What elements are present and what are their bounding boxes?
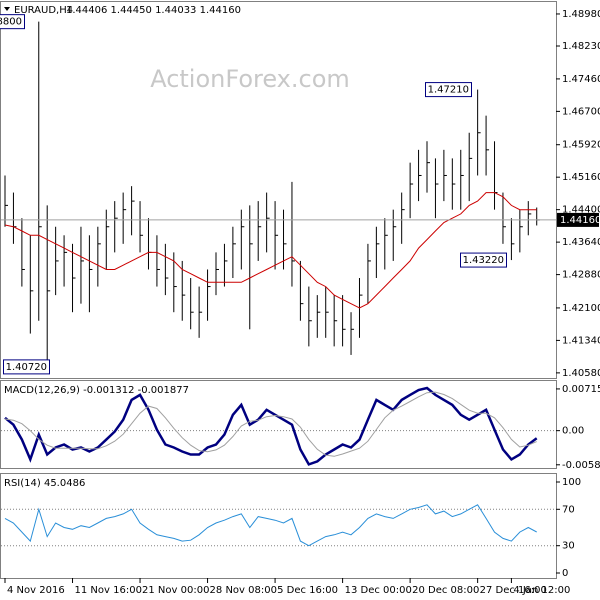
y-tick-label: 1.40580 <box>562 368 600 379</box>
y-tick-label: 0 <box>562 568 568 579</box>
indicator-line <box>4 504 537 547</box>
y-tick-label: 100 <box>562 477 581 488</box>
x-tick-label: 5 Dec 16:00 <box>277 585 338 596</box>
macd-panel <box>0 380 557 469</box>
y-tick-label: 0.00 <box>562 426 584 437</box>
x-tick-label: 4 Jan 12:00 <box>513 585 570 596</box>
y-tick-label: 1.42100 <box>562 303 600 314</box>
annotation-box <box>460 252 507 268</box>
x-tick-label: 27 Dec 16:00 <box>480 585 547 596</box>
panel-title: MACD(12,26,9) -0.001312 -0.001877 <box>4 385 189 396</box>
rsi-panel <box>0 473 557 579</box>
annotation-label: 1.47210 <box>428 85 469 96</box>
ohlc-readout: 1.44406 1.44450 1.44033 1.44160 <box>66 5 241 16</box>
last-price-label: 1.44160 <box>560 215 600 226</box>
y-tick-label: 1.43640 <box>562 237 600 248</box>
panel-title: RSI(14) 45.0486 <box>4 478 85 489</box>
indicator-line <box>4 386 538 466</box>
indicator-line <box>4 391 537 457</box>
last-price-tag <box>557 212 599 227</box>
x-tick-label: 20 Dec 08:00 <box>412 585 479 596</box>
watermark: ActionForex.com <box>150 65 350 93</box>
price-panel <box>0 1 557 379</box>
annotation-box <box>0 14 25 30</box>
y-tick-label: 1.44400 <box>562 205 600 216</box>
x-tick-label: 4 Nov 2016 <box>7 585 65 596</box>
y-tick-label: 1.48980 <box>562 9 600 20</box>
y-tick-label: 1.45920 <box>562 140 600 151</box>
chart-title: EURAUD,H4 <box>14 5 73 16</box>
annotation-label: 1.43220 <box>463 255 504 266</box>
y-tick-label: 30 <box>562 541 575 552</box>
y-tick-label: 1.46700 <box>562 106 600 117</box>
annotation-box <box>425 82 472 98</box>
x-tick-label: 13 Dec 00:00 <box>345 585 412 596</box>
annotation-label: 8800 <box>0 17 22 28</box>
y-tick-label: 1.45160 <box>562 172 600 183</box>
annotation-box <box>3 359 50 375</box>
x-tick-label: 28 Nov 08:00 <box>210 585 277 596</box>
y-tick-label: 1.42880 <box>562 270 600 281</box>
y-tick-label: 1.48230 <box>562 41 600 52</box>
y-tick-label: -0.00585 <box>562 460 600 471</box>
y-tick-label: 1.47460 <box>562 74 600 85</box>
y-tick-label: 70 <box>562 504 575 515</box>
y-tick-label: 1.41340 <box>562 335 600 346</box>
x-tick-label: 21 Nov 00:00 <box>142 585 209 596</box>
menu-arrow[interactable] <box>4 7 10 11</box>
y-tick-label: 0.007152 <box>562 384 600 395</box>
annotation-label: 1.40720 <box>6 362 47 373</box>
x-tick-label: 11 Nov 16:00 <box>75 585 142 596</box>
